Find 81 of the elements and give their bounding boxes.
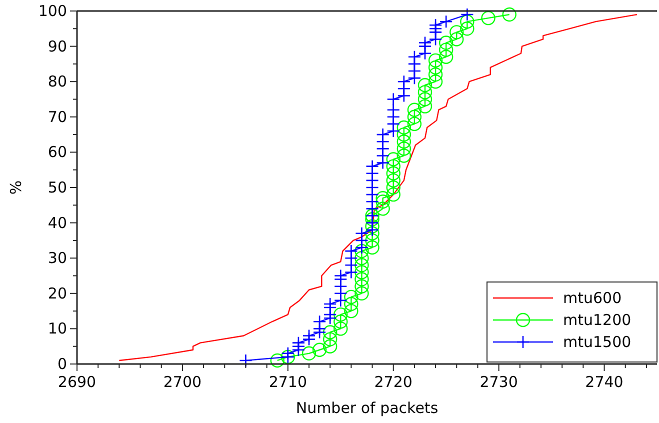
y-tick-label: 40 [48, 214, 67, 232]
point [438, 42, 454, 57]
point [450, 25, 464, 40]
legend-label: mtu600 [563, 289, 622, 307]
point [418, 85, 432, 100]
point [386, 159, 400, 174]
point [376, 194, 390, 209]
point [354, 286, 369, 300]
point [396, 134, 412, 149]
y-tick-label: 10 [48, 320, 67, 338]
point [354, 244, 369, 258]
point [386, 180, 400, 195]
x-tick-label: 2700 [163, 373, 202, 391]
line-series [118, 14, 638, 362]
point [334, 314, 348, 329]
x-tick-label: 2730 [480, 373, 518, 391]
legend-label: mtu1500 [563, 333, 632, 351]
point [428, 60, 443, 75]
point [376, 202, 390, 216]
point [270, 353, 284, 368]
point [438, 36, 454, 50]
point [344, 290, 358, 304]
point [460, 22, 474, 36]
legend-label: mtu1200 [563, 311, 632, 329]
y-tick-label: 90 [48, 37, 67, 56]
point [396, 120, 412, 135]
x-tick-label: 2740 [585, 373, 624, 391]
point [418, 78, 432, 92]
x-axis-title: Number of packets [296, 399, 438, 417]
point [428, 67, 443, 82]
point [365, 233, 380, 248]
point [386, 173, 400, 188]
point [334, 307, 348, 322]
y-tick-label: 60 [48, 143, 67, 162]
y-tick-label: 30 [48, 249, 67, 268]
y-tick-label: 100 [38, 2, 67, 20]
x-tick-label: 2710 [268, 373, 308, 391]
point [334, 322, 348, 336]
point [438, 50, 454, 64]
point [418, 99, 432, 114]
point [386, 187, 400, 202]
point [302, 346, 316, 361]
point [365, 240, 380, 255]
point [428, 74, 443, 89]
y-tick-label: 80 [48, 72, 67, 91]
point [344, 296, 358, 312]
y-tick-label: 50 [48, 178, 67, 196]
point [354, 258, 369, 272]
point [365, 212, 380, 226]
point [396, 127, 412, 142]
point [481, 10, 496, 26]
point [322, 332, 338, 346]
point [376, 190, 390, 206]
point [322, 339, 338, 354]
point [460, 14, 474, 29]
x-tick-label: 2690 [58, 373, 96, 391]
y-tick-label: 70 [48, 108, 67, 126]
point [354, 279, 369, 294]
point [312, 342, 327, 357]
point [365, 226, 380, 240]
point [407, 102, 422, 117]
point [365, 219, 380, 234]
point [386, 152, 400, 166]
y-tick-label: 0 [57, 355, 67, 373]
point [322, 325, 338, 340]
y-tick-label: 20 [48, 284, 67, 302]
point [354, 265, 369, 280]
point [428, 53, 443, 68]
y-axis-title: % [7, 180, 25, 195]
point [407, 110, 422, 124]
point [354, 251, 369, 266]
point [407, 116, 422, 132]
point [354, 272, 369, 286]
x-tick-label: 2720 [374, 373, 412, 391]
point [450, 32, 464, 46]
point [502, 7, 516, 22]
point [386, 166, 400, 180]
point [418, 92, 432, 106]
point [396, 142, 412, 156]
point [396, 148, 412, 163]
point [344, 304, 358, 318]
